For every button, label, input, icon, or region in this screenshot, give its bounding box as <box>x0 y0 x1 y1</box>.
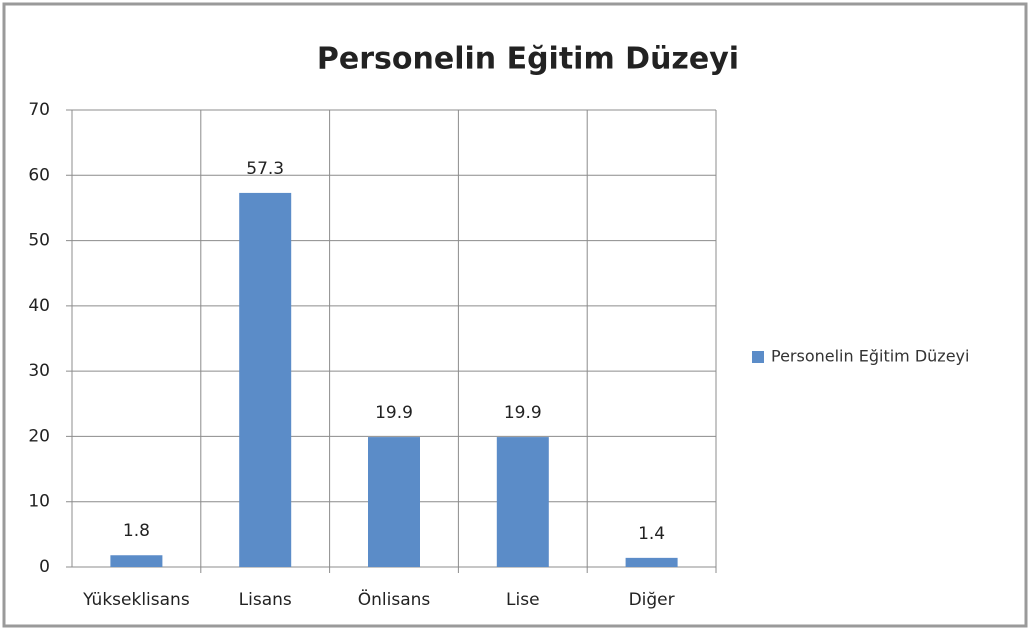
legend-label: Personelin Eğitim Düzeyi <box>771 347 969 366</box>
bar <box>625 557 678 567</box>
data-label: 1.4 <box>638 524 665 544</box>
bar <box>496 437 549 567</box>
x-tick-label: Diğer <box>629 590 675 610</box>
data-label: 19.9 <box>504 403 542 423</box>
chart-title: Personelin Eğitim Düzeyi <box>317 42 739 77</box>
x-tick-label: Yükseklisans <box>82 590 190 610</box>
y-tick-label: 70 <box>28 100 50 120</box>
y-tick-label: 60 <box>28 165 50 185</box>
y-tick-label: 0 <box>39 557 50 577</box>
data-label: 1.8 <box>123 521 150 541</box>
y-tick-label: 10 <box>28 492 50 512</box>
x-tick-label: Lise <box>506 590 540 610</box>
y-tick-label: 30 <box>28 361 50 381</box>
x-tick-label: Önlisans <box>358 588 431 610</box>
bar <box>239 192 292 568</box>
data-label: 57.3 <box>246 159 284 179</box>
bar <box>110 555 163 567</box>
y-tick-label: 50 <box>28 231 50 251</box>
y-tick-label: 40 <box>28 296 50 316</box>
x-tick-label: Lisans <box>239 590 292 610</box>
bar <box>368 437 420 567</box>
legend-swatch <box>752 351 764 363</box>
y-tick-label: 20 <box>28 426 50 446</box>
data-label: 19.9 <box>375 403 413 423</box>
